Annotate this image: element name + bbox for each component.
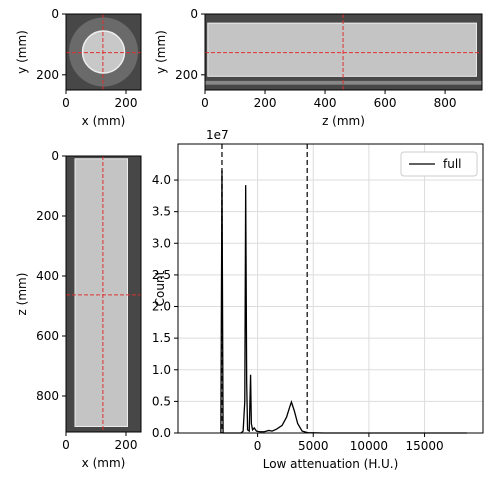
y-axis-label: z (mm) [15,273,29,316]
x-tick-label: 200 [115,438,138,452]
x-tick-label: 600 [374,96,397,110]
y-tick-label: 200 [36,209,59,223]
x-tick-label: 0 [62,438,70,452]
y-tick-label: 0.5 [152,394,171,408]
y-tick-label: 1.0 [152,363,171,377]
y-tick-label: 3.5 [152,205,171,219]
x-tick-label: 200 [254,96,277,110]
x-tick-label: 800 [434,96,457,110]
y-tick-label: 200 [36,68,59,82]
data-line [220,170,467,434]
y-offset-label: 1e7 [206,128,229,142]
axes-frame [65,155,142,433]
sample-core [207,22,477,77]
x-tick-label: 15000 [405,439,443,453]
legend-label: full [443,157,462,171]
sample-core [74,158,128,427]
x-tick-label: 0 [254,439,262,453]
x-axis-label: x (mm) [82,456,126,470]
x-tick-label: 0 [201,96,209,110]
y-tick-label: 600 [36,329,59,343]
x-axis-label: Low attenuation (H.U.) [263,457,399,471]
y-tick-label: 4.0 [152,173,171,187]
y-tick-label: 200 [175,68,198,82]
x-tick-label: 0 [62,96,70,110]
x-axis-label: z (mm) [322,114,365,128]
x-tick-label: 400 [314,96,337,110]
y-tick-label: 2.5 [152,268,171,282]
x-tick-label: 200 [115,96,138,110]
axes-frame [204,13,483,91]
axes-frame [65,13,142,91]
y-tick-label: 400 [36,269,59,283]
x-axis-label: x (mm) [82,114,126,128]
y-tick-label: 3.0 [152,236,171,250]
y-tick-label: 0 [51,149,59,163]
y-tick-label: 0 [51,7,59,21]
legend-box [400,151,478,177]
sample-core [81,30,126,74]
y-tick-label: 0.0 [152,426,171,440]
y-tick-label: 0 [190,7,198,21]
y-axis-label: y (mm) [154,30,168,74]
x-tick-label: 10000 [350,439,388,453]
y-axis-label: y (mm) [15,30,29,74]
axes-frame [177,143,484,434]
x-tick-label: 5000 [298,439,329,453]
y-axis-label: Count [153,270,167,306]
y-tick-label: 800 [36,389,59,403]
y-tick-label: 1.5 [152,331,171,345]
y-tick-label: 2.0 [152,300,171,314]
